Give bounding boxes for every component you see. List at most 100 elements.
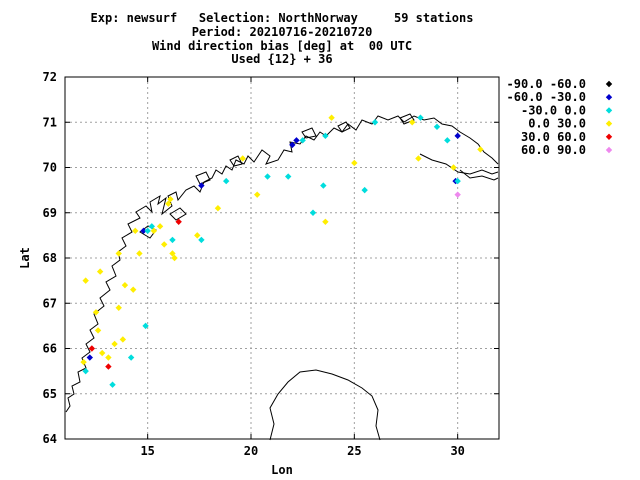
data-point <box>175 218 182 225</box>
russian-border <box>459 169 499 181</box>
y-axis-label: Lat <box>18 247 32 269</box>
data-point <box>194 232 201 239</box>
y-tick-label: 64 <box>43 432 57 446</box>
data-point <box>130 286 137 293</box>
data-point <box>198 182 205 189</box>
data-point <box>433 123 441 130</box>
data-point <box>127 354 135 361</box>
data-point <box>171 254 178 262</box>
data-point <box>105 363 112 370</box>
data-point <box>477 146 484 153</box>
data-point <box>132 227 139 235</box>
data-point <box>148 223 155 230</box>
data-point <box>169 250 176 257</box>
data-point <box>322 218 329 225</box>
x-tick-labels: 15 20 25 30 <box>140 77 465 458</box>
data-point <box>115 304 122 311</box>
data-point <box>99 349 106 357</box>
data-point <box>156 223 164 230</box>
data-point <box>223 177 230 185</box>
y-tick-label: 71 <box>43 115 57 129</box>
x-tick-label: 15 <box>140 444 154 458</box>
y-tick-label: 67 <box>43 296 57 310</box>
data-point <box>165 200 172 207</box>
data-point <box>454 191 461 198</box>
data-point <box>444 137 451 144</box>
legend: -90.0 -60.0-60.0 -30.0-30.0 0.00.0 30.03… <box>507 77 613 157</box>
data-point <box>96 268 104 275</box>
title-line-4: Used {12} + 36 <box>231 52 332 66</box>
title-line-3: Wind direction bias [deg] at 00 UTC <box>152 39 412 53</box>
title-line-1: Exp: newsurf Selection: NorthNorway 59 s… <box>91 11 474 25</box>
data-point <box>161 241 168 248</box>
legend-marker <box>605 94 613 101</box>
data-point <box>82 367 89 375</box>
data-point <box>322 132 329 140</box>
legend-marker <box>605 146 613 154</box>
data-point <box>144 227 151 235</box>
data-point <box>264 173 271 180</box>
data-point <box>454 177 461 185</box>
y-tick-labels: 64 65 66 67 68 69 70 71 72 <box>43 70 499 446</box>
data-point <box>88 345 96 352</box>
legend-label: 60.0 90.0 <box>521 143 586 157</box>
data-point <box>121 281 129 289</box>
data-point <box>351 159 358 167</box>
data-point <box>450 164 457 171</box>
grid <box>65 77 499 439</box>
y-tick-label: 66 <box>43 342 57 356</box>
data-point <box>320 182 327 189</box>
data-point <box>109 381 116 388</box>
data-point <box>214 205 222 212</box>
data-point <box>167 195 174 203</box>
data-point <box>80 358 87 366</box>
kola-coast <box>419 153 499 175</box>
legend-marker <box>605 120 613 127</box>
data-point <box>136 250 143 257</box>
data-point <box>415 155 422 162</box>
data-point <box>92 309 100 316</box>
y-tick-label: 72 <box>43 70 57 84</box>
data-point <box>119 336 127 343</box>
data-point <box>169 236 176 244</box>
y-tick-label: 68 <box>43 251 57 265</box>
data-point <box>111 340 118 348</box>
coastline <box>65 113 499 441</box>
data-point <box>140 227 147 235</box>
data-point <box>105 354 112 361</box>
legend-marker <box>605 133 613 140</box>
data-point <box>150 227 158 235</box>
legend-label: 30.0 60.0 <box>521 130 586 144</box>
data-point <box>361 186 368 194</box>
legend-marker <box>605 80 613 88</box>
data-point <box>254 191 261 198</box>
white-sea-coast <box>269 369 381 441</box>
data-point <box>94 327 102 334</box>
data-point <box>328 114 335 121</box>
x-tick-label: 30 <box>450 444 464 458</box>
y-tick-label: 65 <box>43 387 57 401</box>
x-axis-label: Lon <box>271 463 293 477</box>
legend-marker <box>605 107 613 114</box>
legend-label: -90.0 -60.0 <box>507 77 586 91</box>
data-point <box>293 137 300 144</box>
x-tick-label: 20 <box>244 444 258 458</box>
legend-label: 0.0 30.0 <box>528 117 586 131</box>
title-line-2: Period: 20210716-20210720 <box>192 25 373 39</box>
data-point <box>409 119 416 126</box>
y-tick-label: 69 <box>43 206 57 220</box>
data-point <box>86 354 93 361</box>
coastline-islands <box>139 113 415 239</box>
y-tick-label: 70 <box>43 161 57 175</box>
legend-label: -60.0 -30.0 <box>507 90 586 104</box>
data-point <box>82 277 89 284</box>
legend-label: -30.0 0.0 <box>521 103 586 117</box>
data-point <box>417 114 424 121</box>
data-point <box>289 141 296 149</box>
x-tick-label: 25 <box>347 444 361 458</box>
data-point <box>142 322 149 330</box>
data-point <box>299 137 306 144</box>
data-point <box>309 209 317 216</box>
title-block: Exp: newsurf Selection: NorthNorway 59 s… <box>91 11 474 66</box>
